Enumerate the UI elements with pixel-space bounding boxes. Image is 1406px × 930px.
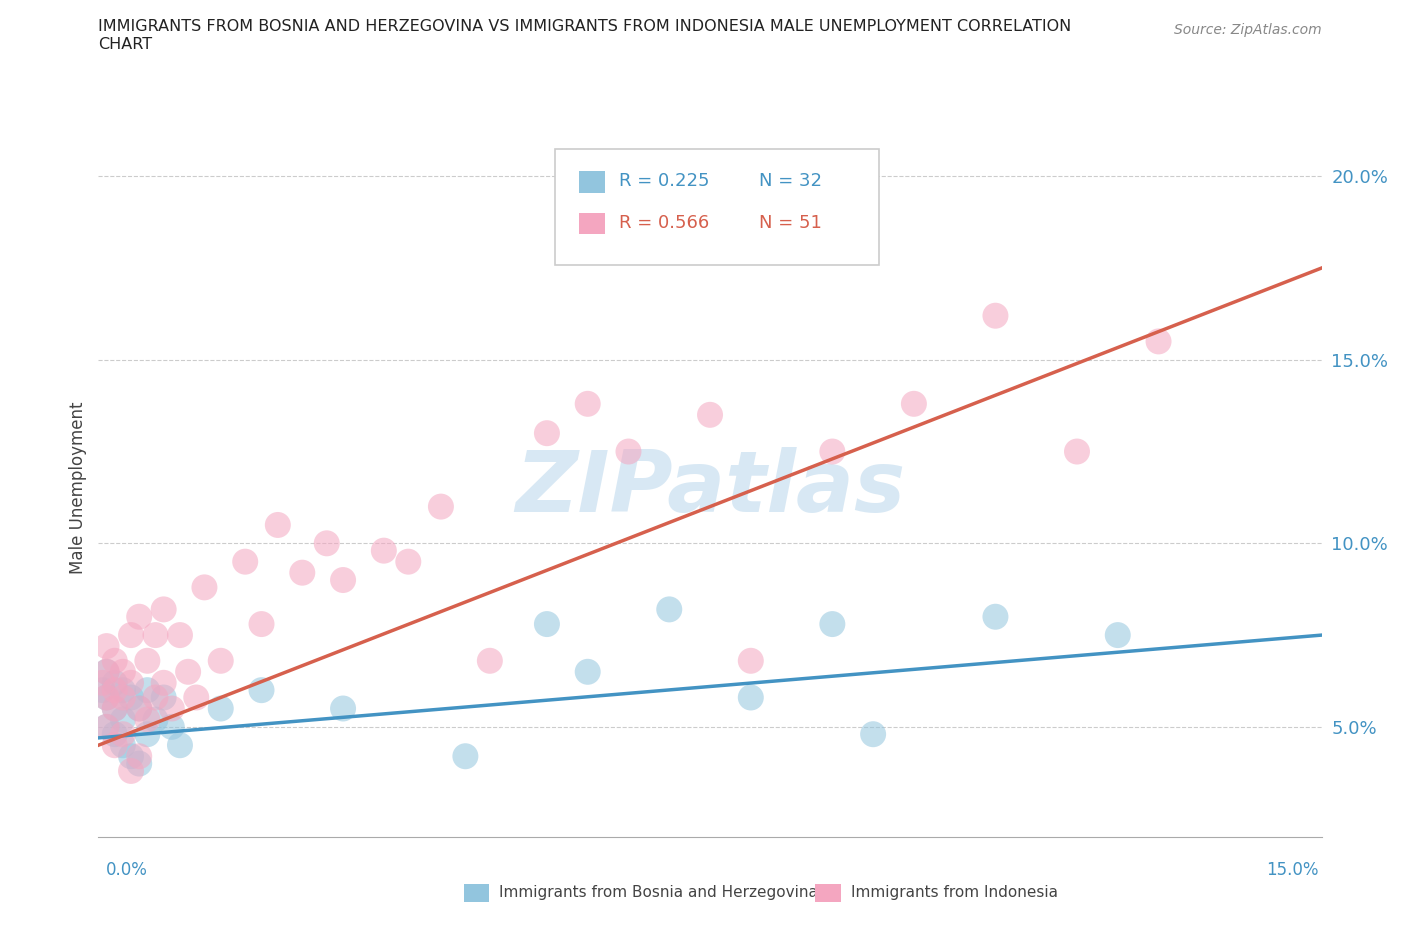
Point (903, 396, 925, 411)
Point (193, 580, 215, 595)
Point (96, 639, 118, 654)
Point (91, 675, 114, 690)
Point (576, 396, 599, 411)
Point (250, 683, 273, 698)
Point (233, 554, 256, 569)
Point (209, 701, 232, 716)
Point (136, 654, 159, 669)
Point (332, 573, 354, 588)
Point (96, 690, 118, 705)
Text: Source: ZipAtlas.com: Source: ZipAtlas.com (1174, 23, 1322, 37)
Point (152, 675, 174, 690)
Point (160, 701, 183, 716)
Point (104, 737, 127, 752)
Point (96, 690, 118, 705)
Point (96, 664, 118, 679)
Point (111, 690, 134, 705)
Point (136, 712, 159, 727)
Point (96, 720, 118, 735)
Point (291, 565, 314, 580)
Text: R = 0.225: R = 0.225 (619, 172, 709, 191)
Point (91, 683, 114, 698)
Point (536, 426, 558, 441)
Point (740, 654, 762, 669)
Text: ZIPatlas: ZIPatlas (515, 446, 905, 530)
Point (862, 726, 884, 741)
Point (186, 690, 208, 705)
Point (104, 701, 127, 716)
Point (128, 609, 150, 624)
Point (740, 690, 762, 705)
Point (96, 720, 118, 735)
Point (128, 756, 150, 771)
Point (104, 701, 127, 716)
Point (96, 664, 118, 679)
Point (315, 536, 337, 551)
Point (576, 664, 599, 679)
Point (104, 726, 127, 741)
Point (111, 712, 134, 727)
Text: R = 0.566: R = 0.566 (619, 214, 709, 232)
Point (536, 617, 558, 631)
Point (120, 690, 142, 705)
Point (145, 628, 167, 643)
Point (136, 726, 159, 741)
Point (104, 654, 127, 669)
Point (209, 654, 232, 669)
Text: 15.0%: 15.0% (1267, 860, 1319, 879)
Point (145, 690, 167, 705)
Point (152, 602, 174, 617)
Point (152, 690, 174, 705)
Point (136, 683, 159, 698)
Point (145, 712, 167, 727)
Point (169, 737, 191, 752)
Point (111, 737, 134, 752)
Point (332, 701, 354, 716)
Point (658, 602, 681, 617)
Point (177, 664, 200, 679)
Point (454, 749, 477, 764)
Point (128, 701, 150, 716)
Text: N = 51: N = 51 (759, 214, 823, 232)
Point (396, 554, 419, 569)
Point (1147, 334, 1170, 349)
Point (1107, 628, 1129, 643)
Point (128, 701, 150, 716)
Point (984, 308, 1007, 323)
Point (984, 609, 1007, 624)
Point (1066, 445, 1088, 459)
Point (104, 683, 127, 698)
Point (478, 654, 501, 669)
Point (250, 617, 273, 631)
Text: N = 32: N = 32 (759, 172, 823, 191)
Point (120, 628, 142, 643)
Point (111, 683, 134, 698)
Y-axis label: Male Unemployment: Male Unemployment (69, 402, 87, 575)
Text: CHART: CHART (98, 37, 152, 52)
Point (160, 720, 183, 735)
Text: Immigrants from Indonesia: Immigrants from Indonesia (851, 885, 1057, 900)
Point (821, 617, 844, 631)
Point (169, 628, 191, 643)
Text: 0.0%: 0.0% (105, 860, 148, 879)
Point (373, 543, 395, 558)
Point (104, 675, 127, 690)
Point (120, 749, 142, 764)
Point (120, 675, 142, 690)
Point (111, 726, 134, 741)
Point (128, 749, 150, 764)
Point (699, 407, 721, 422)
Point (111, 664, 134, 679)
Point (1229, 848, 1251, 863)
Point (821, 445, 844, 459)
Text: IMMIGRANTS FROM BOSNIA AND HERZEGOVINA VS IMMIGRANTS FROM INDONESIA MALE UNEMPLO: IMMIGRANTS FROM BOSNIA AND HERZEGOVINA V… (98, 19, 1071, 33)
Text: Immigrants from Bosnia and Herzegovina: Immigrants from Bosnia and Herzegovina (499, 885, 818, 900)
Point (617, 445, 640, 459)
Point (267, 517, 290, 532)
Point (430, 499, 453, 514)
Point (120, 764, 142, 778)
